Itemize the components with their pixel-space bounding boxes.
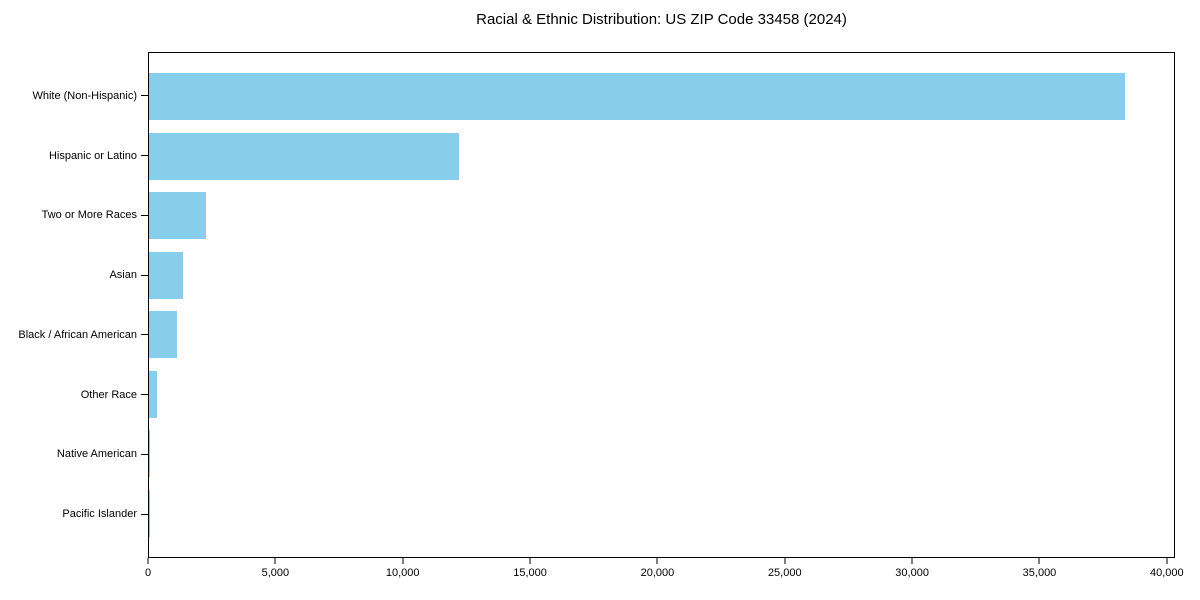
bar-other-race (149, 370, 157, 418)
bar-row-native-american (149, 424, 1174, 484)
x-tick-label-30-000: 30,000 (895, 567, 929, 579)
y-tick-label-pacific-islander: Pacific Islander (62, 508, 137, 521)
x-tick-mark (656, 558, 658, 564)
x-tick-label-35-000: 35,000 (1022, 567, 1057, 579)
bar-row-two-or-more-races (149, 186, 1174, 246)
x-tick-label-15-000: 15,000 (513, 567, 547, 579)
y-tick-row-other-race: Other Race (0, 365, 148, 425)
x-tick-mark (1166, 558, 1168, 564)
y-tick-row-black-african-american: Black / African American (0, 305, 148, 365)
y-tick-label-hispanic-or-latino: Hispanic or Latino (48, 149, 137, 162)
y-tick-row-pacific-islander: Pacific Islander (0, 484, 148, 544)
plot-rows (149, 67, 1174, 543)
bar-asian (149, 251, 184, 299)
y-tick-mark (141, 513, 148, 515)
y-tick-label-other-race: Other Race (80, 388, 137, 401)
y-tick-mark (141, 155, 148, 157)
bar-hispanic-or-latino (149, 132, 460, 180)
y-tick-label-two-or-more-races: Two or More Races (41, 209, 137, 222)
x-tick-mark (911, 558, 913, 564)
x-tick-label-5-000: 5,000 (261, 567, 290, 579)
bar-pacific-islander (149, 489, 150, 537)
bar-row-pacific-islander (149, 484, 1174, 544)
y-tick-mark (141, 394, 148, 396)
bar-row-other-race (149, 365, 1174, 425)
x-tick-label-40-000: 40,000 (1150, 567, 1184, 579)
x-tick-mark (274, 558, 276, 564)
bar-row-asian (149, 246, 1174, 306)
y-tick-mark (141, 453, 148, 455)
y-tick-row-two-or-more-races: Two or More Races (0, 186, 148, 246)
x-tick-mark (1038, 558, 1040, 564)
x-tick-label-25-000: 25,000 (767, 567, 802, 579)
x-tick-mark (784, 558, 786, 564)
y-axis-labels: White (Non-Hispanic) Hispanic or Latino Tw… (0, 66, 148, 544)
chart-title: Racial & Ethnic Distribution: US ZIP Cod… (476, 11, 847, 28)
x-tick-label-10-000: 10,000 (385, 567, 420, 579)
y-tick-mark (141, 334, 148, 336)
y-tick-label-white-non-hispanic: White (Non-Hispanic) (32, 89, 137, 102)
x-axis: 0 5,000 10,000 15,000 20,000 25,000 30,000 35,0… (144, 558, 1184, 592)
y-tick-row-hispanic-or-latino: Hispanic or Latino (0, 126, 148, 186)
y-tick-mark (141, 214, 148, 216)
y-tick-row-white-non-hispanic: White (Non-Hispanic) (0, 66, 148, 126)
bar-white-non-hispanic (149, 73, 1126, 121)
x-tick-label-20-000: 20,000 (640, 567, 675, 579)
x-tick-label-0: 0 (144, 567, 152, 579)
bar-row-black-african-american (149, 305, 1174, 365)
bar-row-hispanic-or-latino (149, 127, 1174, 187)
y-tick-mark (141, 95, 148, 97)
bar-row-white-non-hispanic (149, 67, 1174, 127)
bar-native-american (149, 430, 151, 478)
y-tick-label-asian: Asian (109, 269, 137, 282)
bar-black-african-american (149, 311, 177, 359)
x-tick-mark (402, 558, 404, 564)
y-tick-row-native-american: Native American (0, 425, 148, 485)
x-tick-mark (529, 558, 531, 564)
y-tick-row-asian: Asian (0, 245, 148, 305)
y-tick-label-black-african-american: Black / African American (18, 328, 137, 341)
plot-area (148, 52, 1175, 558)
y-tick-mark (141, 274, 148, 276)
y-tick-label-native-american: Native American (56, 448, 137, 461)
bar-two-or-more-races (149, 192, 207, 240)
x-tick-mark (147, 558, 149, 564)
